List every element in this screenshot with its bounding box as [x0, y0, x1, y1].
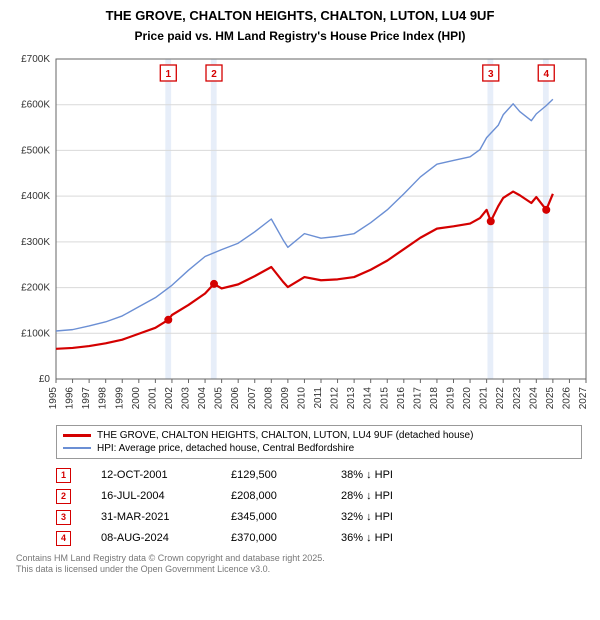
svg-text:2012: 2012	[330, 386, 341, 409]
svg-text:4: 4	[543, 69, 549, 80]
svg-text:1996: 1996	[65, 386, 76, 409]
marker-number-box: 2	[56, 489, 71, 504]
legend-item-property: THE GROVE, CHALTON HEIGHTS, CHALTON, LUT…	[63, 429, 575, 442]
svg-text:2014: 2014	[363, 386, 374, 409]
svg-text:2024: 2024	[528, 386, 539, 409]
svg-text:1997: 1997	[81, 386, 92, 409]
svg-text:2009: 2009	[280, 386, 291, 409]
svg-text:2021: 2021	[479, 386, 490, 409]
svg-text:2016: 2016	[396, 386, 407, 409]
svg-text:£700K: £700K	[21, 54, 50, 65]
svg-text:2022: 2022	[495, 386, 506, 409]
marker-date: 31-MAR-2021	[101, 511, 201, 523]
svg-text:2020: 2020	[462, 386, 473, 409]
svg-text:£300K: £300K	[21, 237, 50, 248]
svg-text:2006: 2006	[230, 386, 241, 409]
marker-price: £370,000	[231, 532, 311, 544]
svg-text:2027: 2027	[578, 386, 589, 409]
svg-text:2015: 2015	[379, 386, 390, 409]
marker-delta: 38% ↓ HPI	[341, 469, 451, 481]
marker-number-box: 3	[56, 510, 71, 525]
svg-text:£500K: £500K	[21, 145, 50, 156]
svg-text:2026: 2026	[561, 386, 572, 409]
footer-attribution: Contains HM Land Registry data © Crown c…	[16, 553, 584, 576]
marker-date: 16-JUL-2004	[101, 490, 201, 502]
marker-date: 12-OCT-2001	[101, 469, 201, 481]
legend-label-hpi: HPI: Average price, detached house, Cent…	[97, 443, 354, 454]
marker-row: 2 16-JUL-2004 £208,000 28% ↓ HPI	[56, 486, 582, 507]
svg-text:2005: 2005	[214, 386, 225, 409]
marker-delta: 36% ↓ HPI	[341, 532, 451, 544]
svg-text:2: 2	[211, 69, 217, 80]
svg-text:2013: 2013	[346, 386, 357, 409]
svg-text:2017: 2017	[412, 386, 423, 409]
svg-text:2011: 2011	[313, 386, 324, 408]
svg-text:2000: 2000	[131, 386, 142, 409]
marker-delta: 28% ↓ HPI	[341, 490, 451, 502]
svg-text:2025: 2025	[545, 386, 556, 409]
svg-text:£200K: £200K	[21, 282, 50, 293]
svg-text:1: 1	[166, 69, 172, 80]
svg-text:2003: 2003	[181, 386, 192, 409]
legend-swatch-hpi	[63, 447, 91, 449]
marker-number-box: 4	[56, 531, 71, 546]
svg-text:£400K: £400K	[21, 191, 50, 202]
svg-text:2001: 2001	[147, 386, 158, 409]
svg-text:2002: 2002	[164, 386, 175, 409]
svg-text:£0: £0	[39, 374, 51, 385]
marker-price: £208,000	[231, 490, 311, 502]
price-chart: £0 £100K £200K £300K £400K £500K £600K £700K 199…	[8, 49, 592, 419]
svg-text:2019: 2019	[446, 386, 457, 409]
page-subtitle: Price paid vs. HM Land Registry's House …	[8, 29, 592, 43]
page-title: THE GROVE, CHALTON HEIGHTS, CHALTON, LUT…	[8, 8, 592, 25]
marker-price: £345,000	[231, 511, 311, 523]
footer-line-2: This data is licensed under the Open Gov…	[16, 564, 584, 575]
legend-label-property: THE GROVE, CHALTON HEIGHTS, CHALTON, LUT…	[97, 430, 473, 441]
svg-text:2008: 2008	[263, 386, 274, 409]
svg-text:£100K: £100K	[21, 328, 50, 339]
footer-line-1: Contains HM Land Registry data © Crown c…	[16, 553, 584, 564]
marker-row: 3 31-MAR-2021 £345,000 32% ↓ HPI	[56, 507, 582, 528]
legend-item-hpi: HPI: Average price, detached house, Cent…	[63, 442, 575, 455]
legend: THE GROVE, CHALTON HEIGHTS, CHALTON, LUT…	[56, 425, 582, 459]
marker-table: 1 12-OCT-2001 £129,500 38% ↓ HPI 2 16-JUL-200…	[56, 465, 582, 549]
svg-text:2007: 2007	[247, 386, 258, 409]
marker-date: 08-AUG-2024	[101, 532, 201, 544]
marker-delta: 32% ↓ HPI	[341, 511, 451, 523]
svg-text:£600K: £600K	[21, 100, 50, 111]
svg-text:1998: 1998	[98, 386, 109, 409]
svg-text:3: 3	[488, 69, 494, 80]
svg-text:1999: 1999	[114, 386, 125, 409]
svg-text:2004: 2004	[197, 386, 208, 409]
marker-row: 1 12-OCT-2001 £129,500 38% ↓ HPI	[56, 465, 582, 486]
svg-text:2023: 2023	[512, 386, 523, 409]
legend-swatch-property	[63, 434, 91, 437]
marker-row: 4 08-AUG-2024 £370,000 36% ↓ HPI	[56, 528, 582, 549]
marker-price: £129,500	[231, 469, 311, 481]
svg-text:2010: 2010	[296, 386, 307, 409]
marker-number-box: 1	[56, 468, 71, 483]
svg-text:1995: 1995	[48, 386, 59, 409]
svg-text:2018: 2018	[429, 386, 440, 409]
